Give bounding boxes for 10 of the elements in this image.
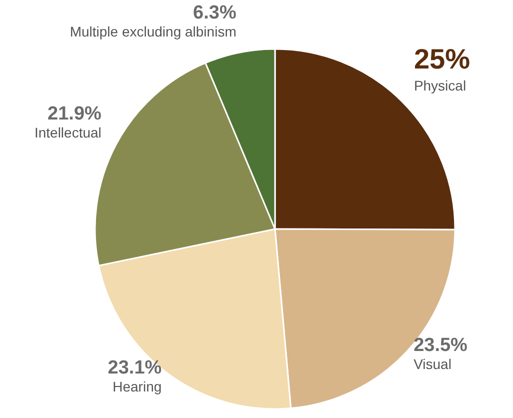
data-label: 25% [414,43,470,74]
slice-label: Multiple excluding albinism [70,24,236,40]
data-label: 21.9% [48,104,102,125]
slice-label: Hearing [112,378,162,394]
slice-label: Visual [414,356,452,372]
data-label: 23.1% [108,357,162,378]
data-label: 23.5% [414,334,468,356]
data-label: 6.3% [193,2,236,24]
slice-label: Physical [414,77,466,94]
slice-label: Intellectual [34,124,102,141]
